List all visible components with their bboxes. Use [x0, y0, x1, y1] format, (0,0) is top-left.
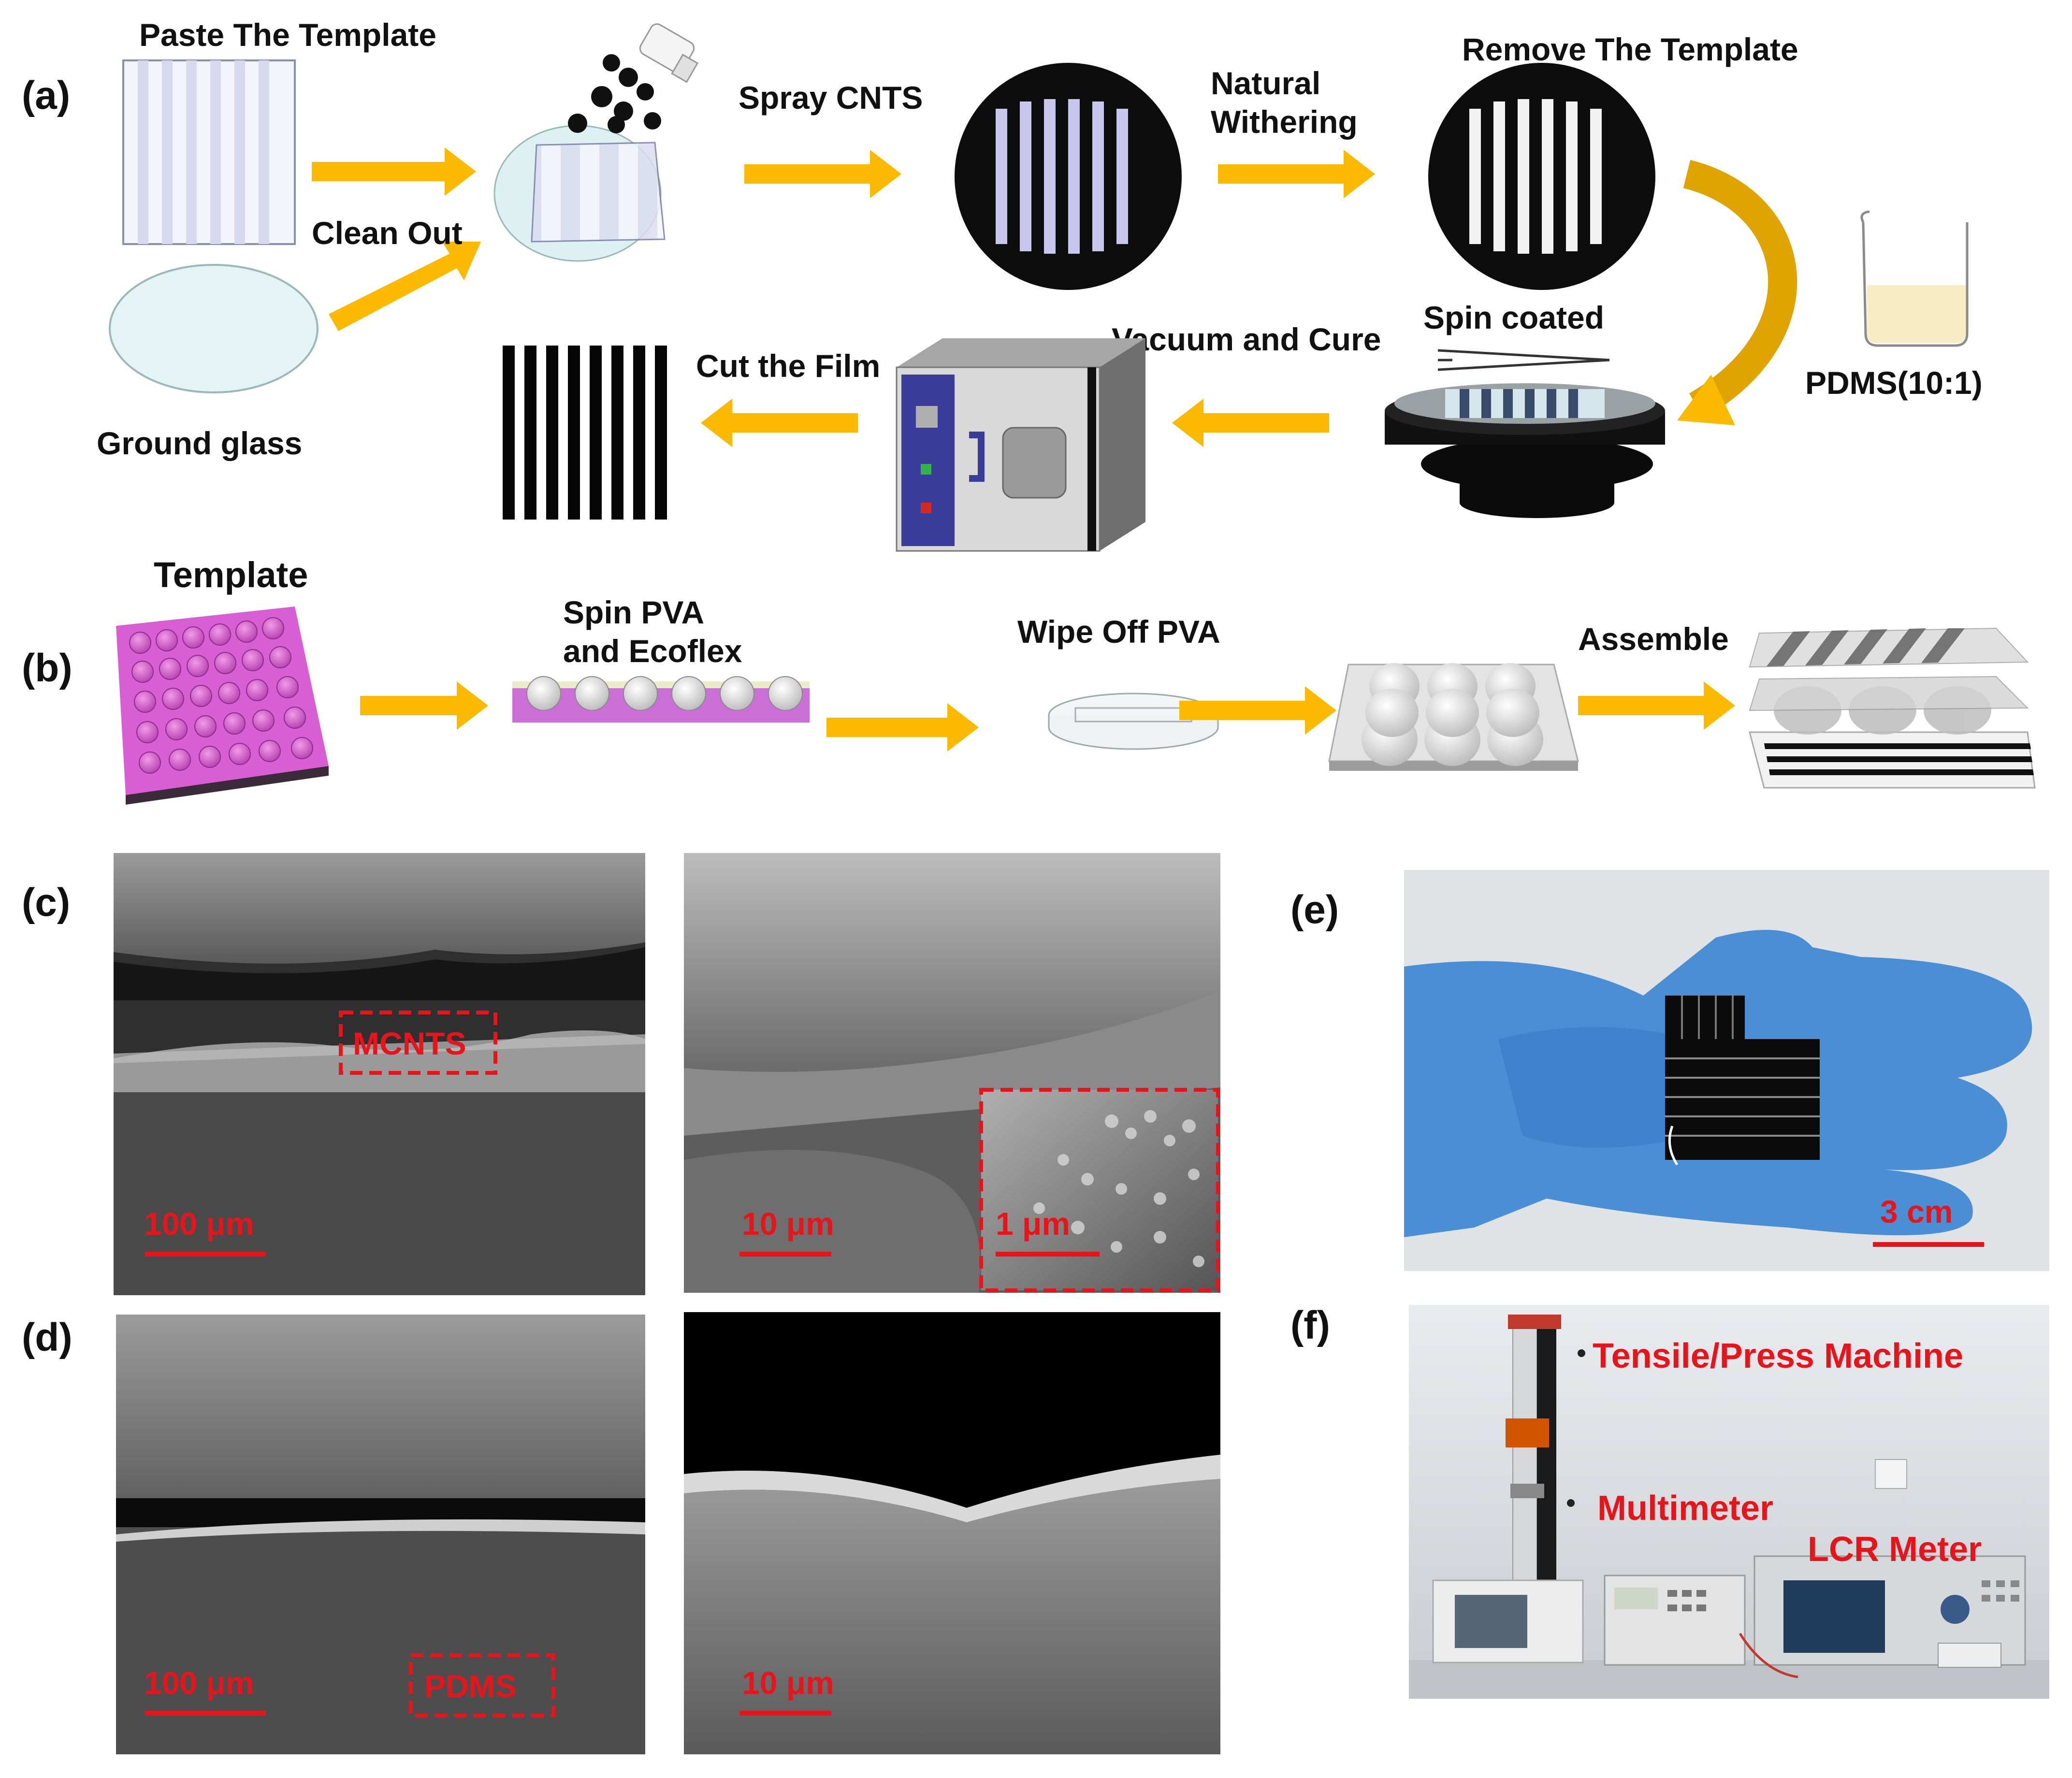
arrow-icon [329, 242, 481, 331]
panel-b-tag: (b) [22, 646, 72, 690]
scale-bar [145, 1252, 266, 1257]
pdms-label: PDMS(10:1) [1805, 365, 1983, 401]
arrow-icon [826, 703, 979, 752]
scale-bar [739, 1711, 831, 1716]
scale-label-100um: 100 μm [144, 1665, 254, 1701]
pva-coated-template [512, 676, 810, 723]
natural-label: Natural [1211, 65, 1320, 101]
ecoflex-domes [1328, 663, 1579, 771]
tensile-machine-label: Tensile/Press Machine [1593, 1337, 1963, 1375]
spin-coater [1385, 349, 1665, 518]
cut-film [498, 346, 667, 520]
panel-c: (c) MCNTS 100 μm [22, 853, 1220, 1295]
pdms-sem-label: PDMS [424, 1668, 517, 1704]
arrow-icon [1677, 375, 1735, 425]
pdms-beaker-icon [1860, 210, 1969, 347]
wipe-off-label: Wipe Off PVA [1017, 614, 1220, 650]
spray-bottle-icon [639, 23, 699, 83]
lcr-meter-label: LCR Meter [1808, 1530, 1982, 1569]
arrow-icon [312, 147, 476, 196]
cut-film-label: Cut the Film [696, 348, 880, 384]
scale-label-10um: 10 μm [742, 1665, 834, 1701]
arrow-icon [360, 681, 488, 730]
scale-bar [996, 1252, 1100, 1257]
arrow-icon [1179, 686, 1336, 735]
paste-template-label: Paste The Template [139, 17, 436, 53]
sensor-device [1665, 996, 1820, 1166]
scale-bar [145, 1711, 266, 1716]
panel-a: (a) Paste The Template Ground glass Clea… [22, 17, 1983, 552]
scale-label-100um: 100 μm [144, 1206, 254, 1242]
curved-arrow-icon [1683, 159, 1797, 419]
vacuum-cure-label: Vacuum and Cure [1112, 321, 1381, 357]
scale-label-10um: 10 μm [742, 1206, 834, 1242]
arrow-icon [1172, 399, 1329, 447]
spin-coated-label: Spin coated [1423, 300, 1604, 335]
panel-f-tag: (f) [1290, 1303, 1330, 1347]
cleaned-glass [493, 125, 666, 262]
arrow-icon [744, 150, 901, 198]
mcnts-label: MCNTS [353, 1026, 466, 1061]
sprayed-disc [955, 63, 1182, 290]
inset-highlight-box [979, 1088, 1220, 1292]
panel-f: (f) Tensile/Press Ma [1290, 1303, 2049, 1699]
multimeter-label: Multimeter [1597, 1489, 1773, 1528]
pink-template [116, 607, 329, 805]
arrow-icon [1578, 681, 1735, 730]
spray-cnts-label: Spray CNTS [739, 80, 923, 116]
template-sheet [122, 59, 296, 245]
panel-e-tag: (e) [1290, 888, 1339, 932]
photo-sensor-on-glove [1404, 870, 2049, 1271]
arrow-icon [701, 399, 858, 447]
pointer-dot [1567, 1499, 1575, 1507]
template-label: Template [154, 555, 308, 595]
cnt-droplets-icon [568, 54, 661, 133]
panel-c-tag: (c) [22, 881, 70, 925]
clean-out-label: Clean Out [312, 215, 463, 251]
sem-inset [981, 1090, 1218, 1290]
arrow-icon [1218, 150, 1375, 198]
panel-d-tag: (d) [22, 1315, 72, 1359]
pdms-highlight-box [409, 1653, 555, 1718]
spin-pva-label-2: and Ecoflex [563, 633, 742, 669]
spin-pva-label-1: Spin PVA [563, 594, 704, 630]
patterned-disc [1428, 63, 1655, 290]
vacuum-oven-icon [896, 338, 1145, 552]
scale-label-3cm: 3 cm [1880, 1194, 1953, 1229]
assembled-sensor [1749, 627, 2036, 789]
panel-d: (d) PDMS 100 μm 10 μm [22, 1312, 1220, 1754]
withering-label: Withering [1211, 104, 1358, 140]
photo-test-setup [1409, 1305, 2049, 1699]
sem-image-pdms-cross-section [116, 1315, 645, 1754]
panel-e: (e) 3 cm [1290, 870, 2049, 1271]
mcnts-highlight-box [339, 1011, 497, 1075]
ground-glass-label: Ground glass [97, 425, 302, 461]
assemble-label: Assemble [1578, 621, 1729, 657]
sem-image-pdms-zoom [684, 1312, 1220, 1754]
panel-b: (b) Template Spin PVA and Ecoflex [22, 555, 2036, 805]
scale-label-1um: 1 μm [996, 1206, 1070, 1242]
panel-a-tag: (a) [22, 73, 70, 117]
scale-bar [1873, 1242, 1984, 1247]
scale-bar [739, 1252, 831, 1257]
pointer-dot [1578, 1349, 1585, 1357]
ground-glass [109, 264, 319, 393]
remove-template-label: Remove The Template [1462, 31, 1798, 67]
